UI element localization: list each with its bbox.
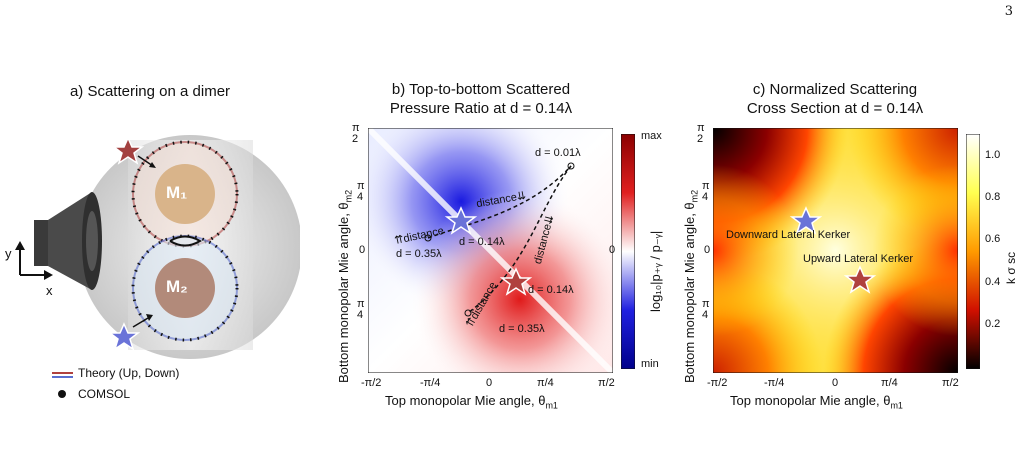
c-colorbar [966,134,980,369]
b-ylabel: Bottom monopolar Mie angle, θm2 [336,189,354,383]
b-ytick-zero: 0 [359,244,366,256]
b-ann-d035b: d = 0.35λ [499,323,545,335]
m1-sphere [155,164,215,224]
c-colorbar-label: k σ sc [1004,251,1018,284]
c-xtick-1: -π/4 [764,377,785,389]
b-colorbar-max: max [641,130,662,142]
speaker-icon [34,192,102,290]
c-ann-upward-kerker: Upward Lateral Kerker [803,253,914,265]
c-xtick-4: π/2 [942,377,959,389]
star-downward-kerker-icon [789,206,823,235]
panel-b-title-line2: Pressure Ratio at d = 0.14λ [389,100,573,117]
panel-c-heatmap [713,128,958,373]
trajectory-lower [467,165,572,314]
b-xtick-3: π/4 [537,377,554,389]
b-ann-d035a: d = 0.35λ [396,248,442,260]
c-xtick-3: π/4 [881,377,898,389]
c-ylabel: Bottom monopolar Mie angle, θm2 [682,189,700,383]
c-ytick-zero: 0 [704,244,711,256]
b-xtick-1: -π/4 [420,377,441,389]
c-xtick-0: -π/2 [707,377,728,389]
legend-comsol-dot [58,390,66,398]
m2-sphere [155,258,215,318]
b-ann-d014b: d = 0.14λ [528,284,574,296]
legend-comsol-label: COMSOL [78,387,131,401]
b-ann-d001: d = 0.01λ [535,147,581,159]
c-cb-tick-1: 0.8 [985,191,1001,203]
axis-x-label: x [46,283,53,298]
b-colorbar-min: min [641,358,659,370]
m2-label: M₂ [166,277,188,296]
trajectory-upper [427,165,572,239]
comsol-up-points [131,140,239,248]
panel-a-title: a) Scattering on a dimer [69,83,231,100]
star-upward-kerker-icon [843,265,877,294]
b-colorbar [621,134,635,369]
b-xlabel: Top monopolar Mie angle, θm1 [385,393,558,411]
star-down-icon [107,322,141,351]
c-cb-tick-3: 0.4 [985,276,1001,288]
panel-b-heatmap [368,128,613,373]
c-xtick-2: 0 [832,377,839,389]
marker-d035-upper [424,234,432,242]
comsol-down-points [131,234,239,342]
b-colorbar-zero: 0 [609,244,616,256]
star-red-icon [499,267,533,296]
c-cb-tick-2: 0.6 [985,233,1001,245]
c-cb-tick-0: 1.0 [985,149,1001,161]
panel-c-title-line2: Cross Section at d = 0.14λ [746,100,924,117]
c-xlabel: Top monopolar Mie angle, θm1 [730,393,903,411]
b-ann-d014a: d = 0.14λ [459,236,505,248]
c-cb-tick-4: 0.2 [985,318,1001,330]
panel-b-title-line1: b) Top-to-bottom Scattered [391,81,571,98]
page-number: 3 [1004,4,1013,19]
panel-c-title-line1: c) Normalized Scattering [752,81,918,98]
marker-d001 [567,162,575,170]
b-xtick-0: -π/2 [361,377,382,389]
legend-theory-label: Theory (Up, Down) [78,366,180,380]
star-blue-icon [444,206,478,235]
b-xtick-4: π/2 [598,377,615,389]
star-up-icon [111,136,145,165]
axis-y-label: y [5,246,12,261]
xy-axes-icon [15,241,53,280]
b-colorbar-label: log₁₀|p₊ᵧ / p₋ᵧ| [648,230,663,312]
panel-a-diagram [15,135,300,398]
b-xtick-2: 0 [486,377,493,389]
marker-d035-lower [464,309,472,317]
m1-label: M₁ [166,183,188,202]
c-ann-downward-kerker: Downward Lateral Kerker [726,229,851,241]
